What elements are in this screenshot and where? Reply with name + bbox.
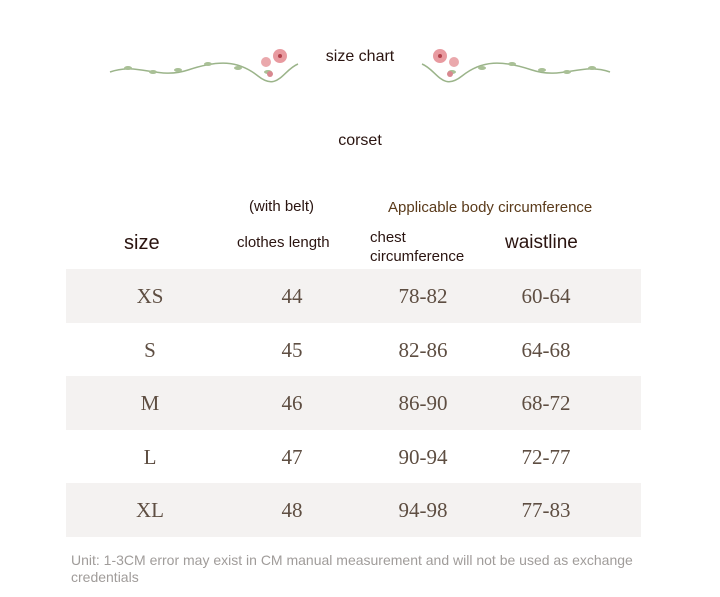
cell-chest: 90-94: [398, 445, 448, 469]
cell-length: 44: [281, 284, 303, 308]
cell-size: XL: [136, 498, 164, 522]
header-length: clothes length: [237, 234, 330, 251]
table-row: S 45 82-86 64-68: [66, 323, 641, 377]
cell-waist: 64-68: [521, 338, 571, 362]
cell-chest: 82-86: [398, 338, 448, 362]
cell-size: L: [143, 445, 157, 469]
header-length-note: (with belt): [249, 198, 315, 215]
table-row: XL 48 94-98 77-83: [66, 483, 641, 537]
cell-waist: 68-72: [521, 391, 571, 415]
table-row: XS 44 78-82 60-64: [66, 269, 641, 323]
cell-waist: 60-64: [521, 284, 571, 308]
page-title: size chart: [325, 48, 395, 65]
cell-length: 45: [281, 338, 303, 362]
cell-length: 48: [281, 498, 303, 522]
cell-waist: 72-77: [521, 445, 571, 469]
cell-size: S: [144, 338, 156, 362]
cell-size: M: [140, 391, 160, 415]
table-row: M 46 86-90 68-72: [66, 376, 641, 430]
floral-vine-left-icon: [109, 49, 299, 83]
header-chest: chest circumference: [370, 229, 465, 265]
floral-vine-right-icon: [421, 49, 611, 83]
header-waist: waistline: [505, 232, 578, 253]
cell-waist: 77-83: [521, 498, 571, 522]
cell-length: 47: [281, 445, 303, 469]
cell-chest: 78-82: [398, 284, 448, 308]
cell-length: 46: [281, 391, 303, 415]
product-subtitle: corset: [338, 132, 382, 149]
cell-chest: 86-90: [398, 391, 448, 415]
header-size: size: [124, 232, 160, 254]
cell-chest: 94-98: [398, 498, 448, 522]
header-group: Applicable body circumference: [388, 199, 593, 216]
cell-size: XS: [136, 284, 164, 308]
table-row: L 47 90-94 72-77: [66, 430, 641, 484]
measurement-note: Unit: 1-3CM error may exist in CM manual…: [71, 552, 633, 585]
